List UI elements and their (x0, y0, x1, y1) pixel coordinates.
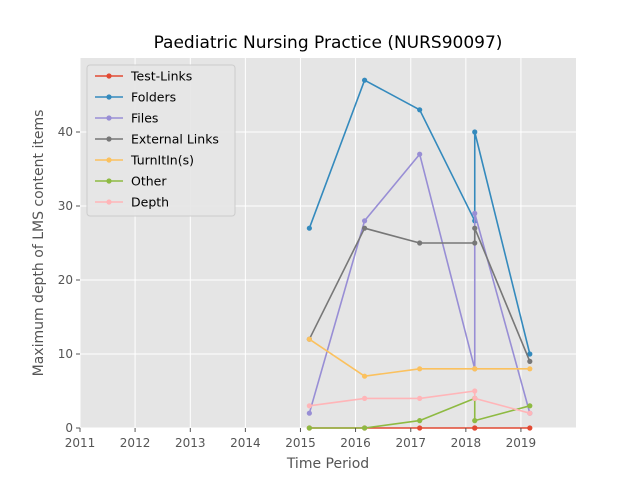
series-line (308, 153, 531, 414)
legend-label: Other (131, 174, 167, 189)
data-point (527, 410, 533, 416)
data-point (361, 373, 368, 379)
legend-box (86, 64, 236, 217)
data-point (361, 77, 368, 83)
data-point (527, 366, 533, 372)
y-tick-label: 40 (58, 125, 73, 139)
x-axis-ticks: 2011 2012 2013 2014 2015 2016 2017 2018 2019 (65, 428, 536, 450)
data-point (527, 351, 533, 357)
data-point (472, 425, 478, 431)
data-point (472, 395, 478, 401)
y-tick-label: 20 (58, 273, 73, 287)
y-axis-ticks: 0 10 20 30 40 (58, 125, 80, 435)
y-axis-label: Maximum depth of LMS content items (31, 110, 47, 377)
data-point (417, 240, 423, 246)
legend-label: Depth (131, 195, 169, 210)
data-point (361, 395, 368, 401)
legend-label: External Links (131, 132, 219, 147)
data-point (306, 410, 312, 416)
legend-swatch-marker (106, 178, 112, 184)
legend-swatch-marker (106, 94, 112, 100)
data-point (417, 366, 423, 372)
legend-label: Files (131, 111, 158, 126)
x-axis-label: Time Period (286, 456, 369, 472)
data-point (472, 129, 478, 135)
x-tick-label: 2017 (395, 436, 426, 450)
legend-label: TurnItIn(s) (130, 153, 194, 168)
legend-swatch-marker (106, 115, 112, 121)
legend-label: Test-Links (130, 69, 192, 84)
series-line (308, 79, 531, 355)
legend-swatch-marker (106, 157, 112, 163)
legend: Test-Links Folders Files External Links Turn… (86, 64, 236, 217)
legend-item: Test-Links (95, 69, 192, 84)
data-point (306, 403, 312, 409)
legend-swatch-marker (106, 199, 112, 205)
x-tick-label: 2012 (120, 436, 151, 450)
data-point (417, 418, 423, 424)
x-tick-label: 2018 (451, 436, 482, 450)
data-point (417, 395, 423, 401)
legend-item: TurnItIn(s) (95, 153, 194, 168)
data-point (361, 218, 368, 224)
y-tick-label: 10 (58, 347, 73, 361)
series-line (309, 390, 531, 414)
legend-label: Folders (131, 90, 176, 105)
data-point (417, 151, 423, 157)
x-tick-label: 2011 (65, 436, 96, 450)
series-depth (306, 388, 533, 416)
y-tick-label: 30 (58, 199, 73, 213)
data-point (472, 418, 478, 424)
series-layer (306, 77, 533, 431)
data-point (472, 366, 478, 372)
series-line (308, 227, 531, 362)
legend-item: Folders (95, 90, 176, 105)
x-tick-label: 2019 (506, 436, 537, 450)
data-point (472, 240, 478, 246)
data-point (361, 425, 368, 431)
legend-item: Other (95, 174, 167, 189)
legend-item: Files (95, 111, 158, 126)
x-tick-label: 2016 (340, 436, 371, 450)
data-point (417, 107, 423, 113)
series-folders (306, 77, 533, 357)
y-tick-label: 0 (65, 421, 73, 435)
x-tick-label: 2014 (230, 436, 261, 450)
data-point (472, 388, 478, 394)
data-point (527, 358, 533, 364)
data-point (527, 425, 533, 431)
x-tick-label: 2015 (285, 436, 316, 450)
data-point (417, 425, 423, 431)
chart-title: Paediatric Nursing Practice (NURS90097) (154, 33, 503, 53)
legend-item: Depth (95, 195, 169, 210)
data-point (306, 425, 312, 431)
x-tick-label: 2013 (175, 436, 206, 450)
data-point (306, 336, 312, 342)
legend-swatch-marker (106, 136, 112, 142)
series-turnitin-s (306, 336, 533, 379)
legend-item: External Links (95, 132, 219, 147)
data-point (472, 210, 478, 216)
legend-swatch-marker (106, 73, 112, 79)
data-point (472, 225, 478, 231)
data-point (306, 225, 312, 231)
data-point (361, 225, 368, 231)
data-point (527, 403, 533, 409)
